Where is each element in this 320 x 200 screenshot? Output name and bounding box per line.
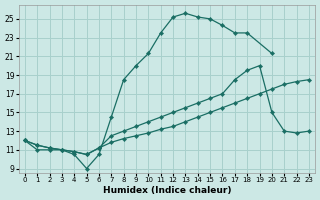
X-axis label: Humidex (Indice chaleur): Humidex (Indice chaleur) [103, 186, 231, 195]
